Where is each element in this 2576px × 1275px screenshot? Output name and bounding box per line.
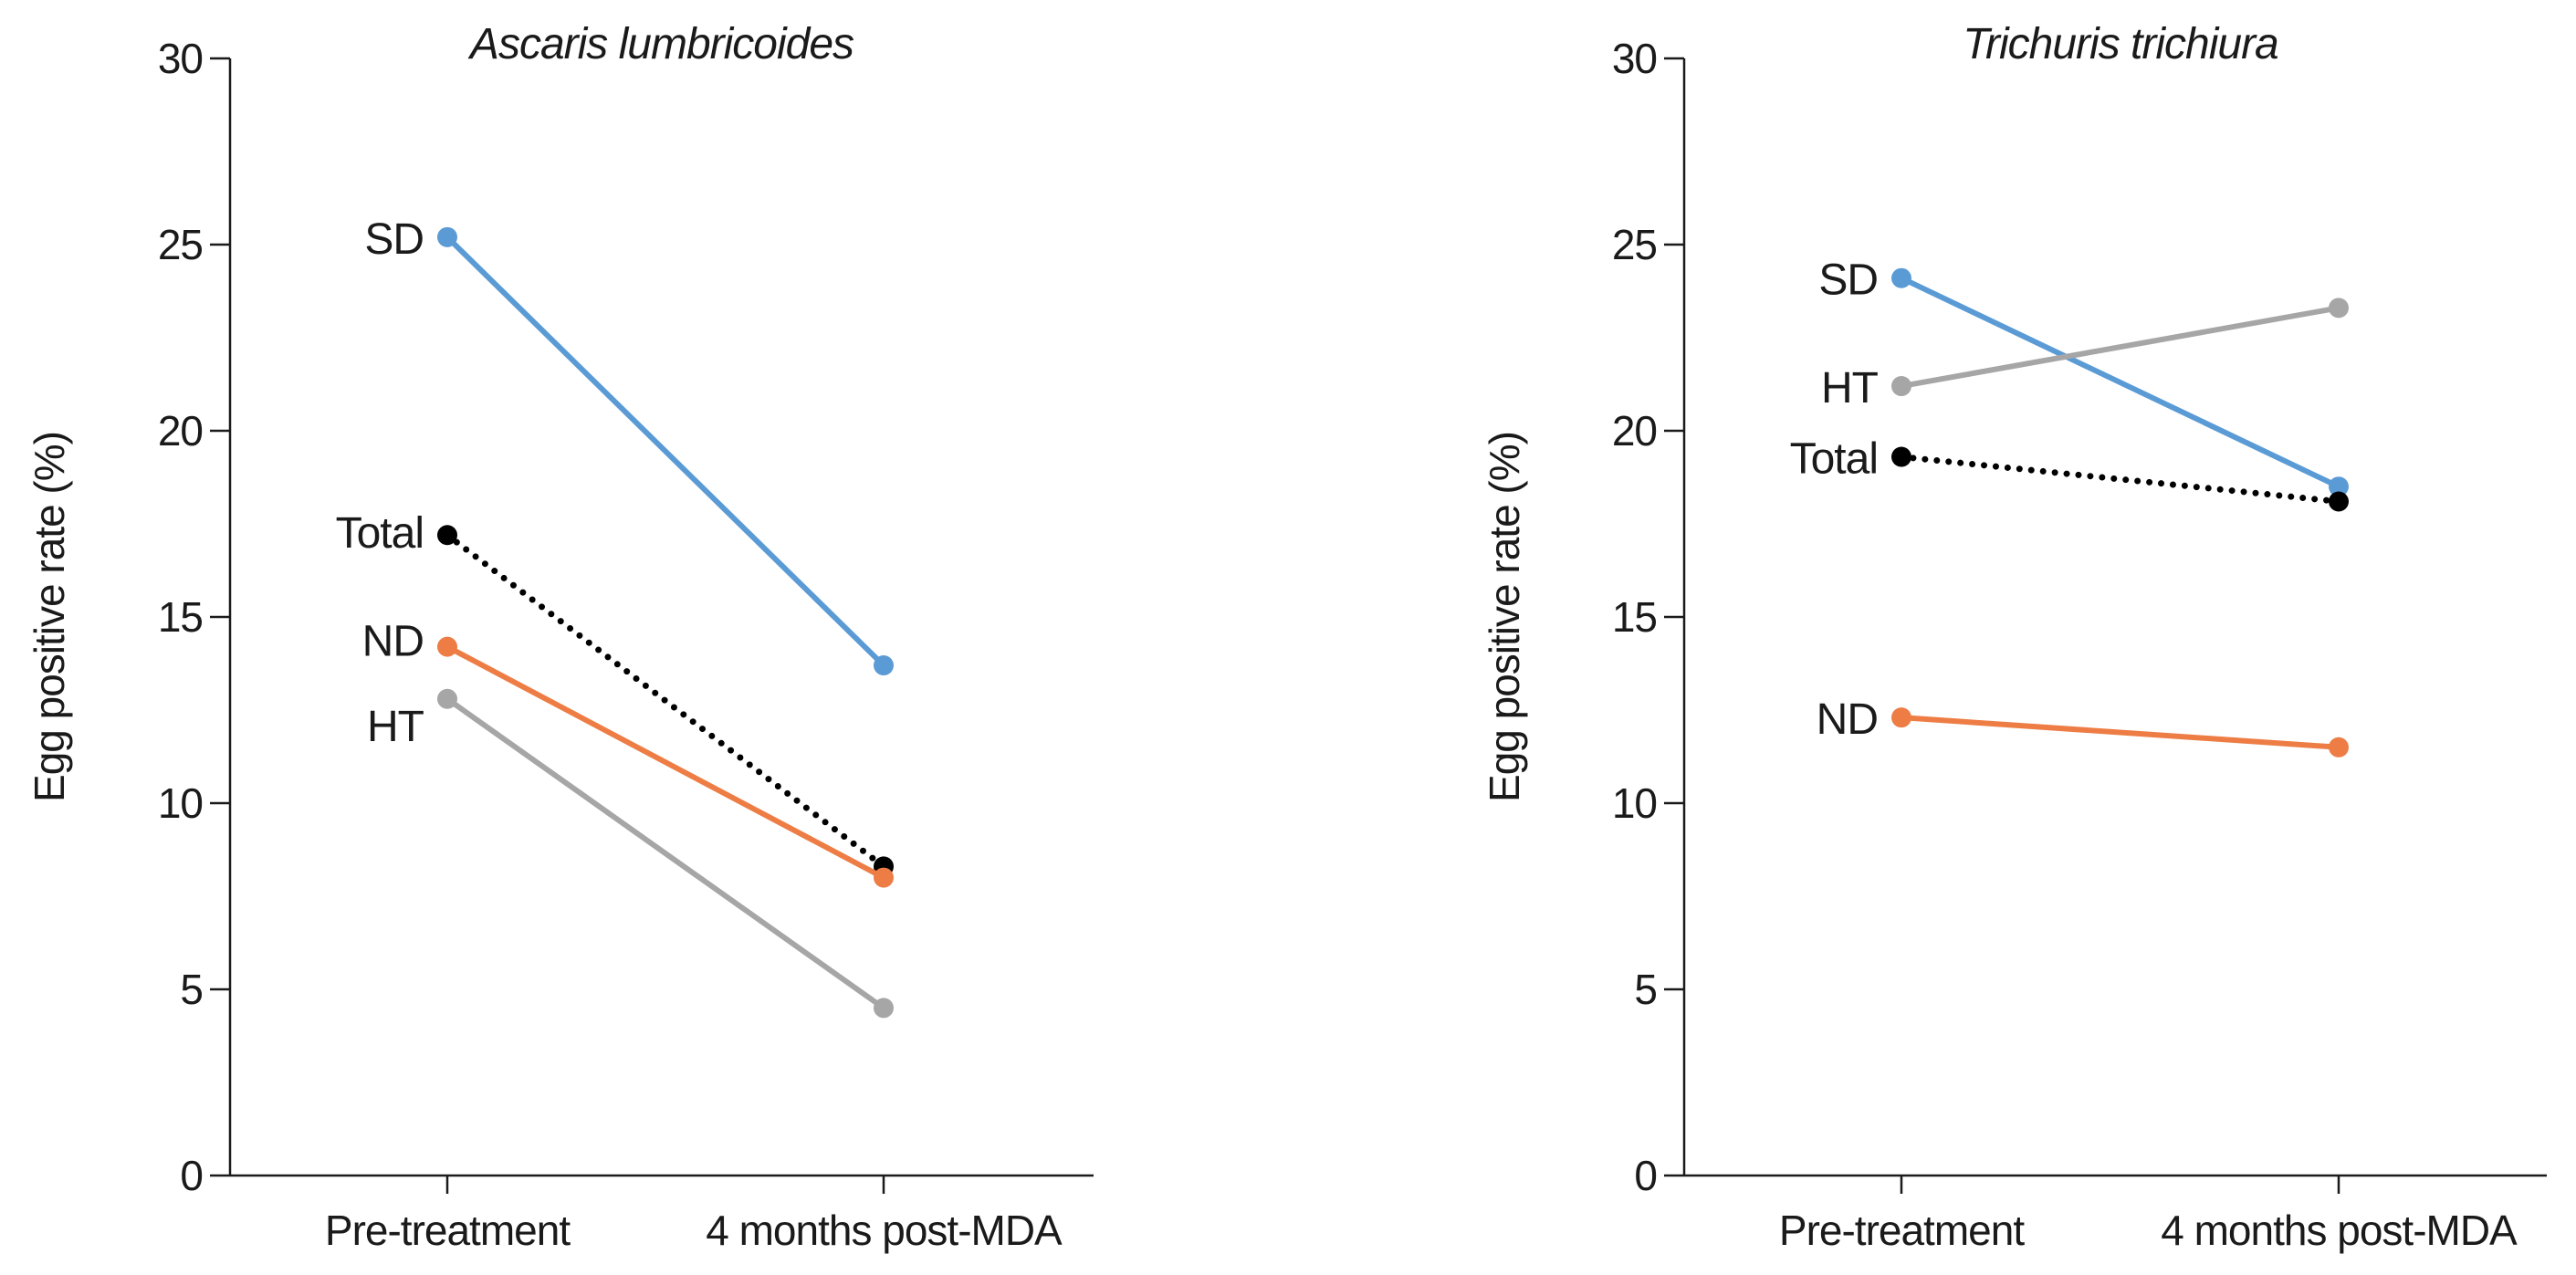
x-tick-label: 4 months post-MDA (2161, 1207, 2518, 1254)
y-tick-label: 30 (158, 35, 203, 82)
y-tick-label: 25 (158, 221, 203, 268)
y-tick-label: 0 (180, 1152, 203, 1199)
chart-title: Trichuris trichiura (1963, 20, 2278, 68)
data-point-nd (2329, 737, 2349, 758)
y-tick-label: 30 (1612, 35, 1657, 82)
data-point-nd (1891, 707, 1911, 728)
series-label-total: Total (1790, 435, 1878, 484)
data-point-total (1891, 446, 1911, 467)
data-point-ht (437, 688, 457, 709)
series-label-sd: SD (364, 215, 424, 264)
data-point-sd (2329, 476, 2349, 497)
y-tick-label: 15 (158, 593, 203, 641)
y-axis-label: Egg positive rate (%) (26, 432, 73, 802)
x-tick-label: 4 months post-MDA (706, 1207, 1063, 1254)
series-line-ht (445, 696, 885, 1010)
data-point-sd (874, 655, 894, 676)
data-point-nd (437, 636, 457, 657)
data-point-sd (1891, 267, 1911, 288)
data-point-ht (874, 998, 894, 1019)
y-tick-label: 5 (180, 966, 203, 1013)
x-tick-label: Pre-treatment (325, 1207, 571, 1254)
y-tick-label: 20 (1612, 407, 1657, 455)
series-label-ht: HT (367, 703, 424, 751)
y-tick-label: 15 (1612, 593, 1657, 641)
y-tick-label: 10 (158, 779, 203, 827)
series-line-total (444, 531, 887, 870)
data-point-ht (1891, 376, 1911, 397)
series-label-sd: SD (1818, 256, 1878, 305)
panel-ascaris: 0 5 10 15 20 25 30 Pre-treatment 4 months post-M… (26, 20, 1094, 1254)
y-tick-label: 5 (1634, 966, 1657, 1013)
data-point-total (2329, 491, 2349, 512)
data-point-sd (437, 226, 457, 247)
x-tick-label: Pre-treatment (1779, 1207, 2025, 1254)
y-tick-label: 0 (1634, 1152, 1657, 1199)
series-label-total: Total (336, 509, 424, 558)
series-label-nd: ND (362, 618, 424, 666)
data-point-nd (874, 867, 894, 888)
series-line-sd (1900, 276, 2340, 489)
series-line-total (1898, 454, 2342, 506)
series-line-nd (445, 643, 885, 881)
y-tick-label: 20 (158, 407, 203, 455)
series-line-nd (1901, 715, 2340, 750)
series-label-ht: HT (1821, 364, 1879, 413)
series-line-sd (445, 235, 886, 668)
panel-trichuris: 0 5 10 15 20 25 30 Pre-treatment 4 months post-M… (1481, 20, 2547, 1254)
y-tick-label: 25 (1612, 221, 1657, 268)
data-point-ht (2329, 298, 2349, 319)
series-line-ht (1901, 305, 2340, 389)
y-tick-label: 10 (1612, 779, 1657, 827)
series-label-nd: ND (1817, 695, 1878, 744)
y-axis-label: Egg positive rate (%) (1481, 432, 1528, 802)
data-point-total (437, 525, 457, 546)
chart-title: Ascaris lumbricoides (467, 20, 854, 68)
